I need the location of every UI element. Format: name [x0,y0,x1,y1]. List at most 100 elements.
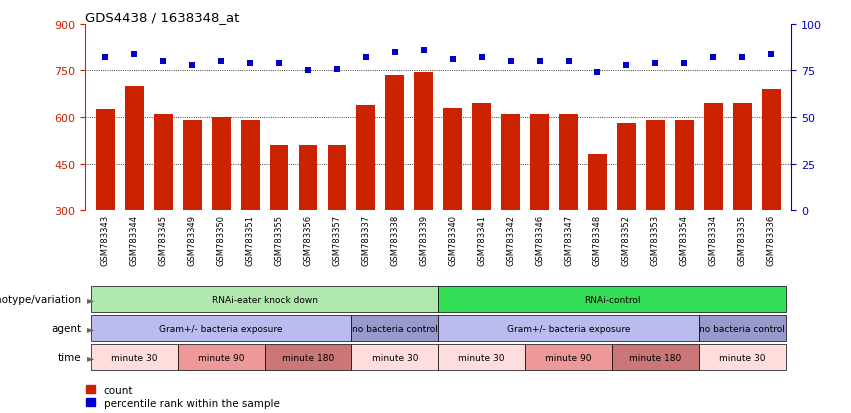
Point [330,66,344,73]
Bar [96,110,115,304]
Text: GSM783343: GSM783343 [101,214,110,265]
Text: minute 180: minute 180 [282,353,334,362]
Text: Gram+/- bacteria exposure: Gram+/- bacteria exposure [507,324,631,333]
Bar [357,105,375,304]
Bar [733,104,751,304]
Bar [386,76,404,304]
Text: minute 90: minute 90 [545,353,591,362]
Text: GSM783357: GSM783357 [333,214,341,265]
Bar [704,104,722,304]
Text: GSM783341: GSM783341 [477,214,486,265]
Text: ►: ► [87,323,94,333]
Text: genotype/variation: genotype/variation [0,294,82,304]
Text: minute 30: minute 30 [459,353,505,362]
Text: RNAi-control: RNAi-control [584,295,640,304]
Point [706,55,720,62]
Text: GSM783353: GSM783353 [651,214,660,265]
Text: GSM783348: GSM783348 [593,214,602,265]
Text: GSM783349: GSM783349 [188,214,197,265]
Text: GSM783347: GSM783347 [564,214,573,265]
Text: GSM783355: GSM783355 [275,214,283,265]
Bar [265,344,351,370]
Bar [501,114,520,304]
Legend: count, percentile rank within the sample: count, percentile rank within the sample [86,385,280,408]
Point [388,50,402,56]
Text: GSM783340: GSM783340 [448,214,457,265]
Text: no bacteria control: no bacteria control [700,324,785,333]
Text: no bacteria control: no bacteria control [352,324,437,333]
Point [533,59,546,65]
Text: GSM783350: GSM783350 [217,214,226,265]
Bar [525,344,612,370]
Point [735,55,749,62]
Point [359,55,373,62]
Point [620,62,633,69]
Text: Gram+/- bacteria exposure: Gram+/- bacteria exposure [159,324,283,333]
Bar [91,315,351,342]
Bar [472,104,491,304]
Bar [299,146,317,304]
Bar [612,344,699,370]
Bar [617,124,636,304]
Bar [588,155,607,304]
Point [186,62,199,69]
Bar [438,344,525,370]
Text: GSM783342: GSM783342 [506,214,515,265]
Text: ►: ► [87,294,94,304]
Bar [438,286,785,313]
Text: GSM783356: GSM783356 [304,214,312,265]
Text: GSM783335: GSM783335 [738,214,746,265]
Text: GSM783354: GSM783354 [680,214,688,265]
Point [446,57,460,64]
Text: ►: ► [87,352,94,362]
Text: GSM783334: GSM783334 [709,214,717,265]
Point [301,68,315,75]
Point [504,59,517,65]
Bar [438,315,699,342]
Point [475,55,488,62]
Point [157,59,170,65]
Point [417,47,431,54]
Bar [241,121,260,304]
Point [272,61,286,67]
Point [591,70,604,76]
Bar [212,118,231,304]
Text: GSM783339: GSM783339 [420,214,428,265]
Text: GSM783338: GSM783338 [391,214,399,266]
Text: time: time [58,352,82,362]
Point [214,59,228,65]
Bar [154,114,173,304]
Text: GSM783336: GSM783336 [767,214,775,266]
Point [243,61,257,67]
Text: minute 90: minute 90 [198,353,244,362]
Bar [183,121,202,304]
Text: GSM783344: GSM783344 [130,214,139,265]
Bar [443,109,462,304]
Point [677,61,691,67]
Bar [530,114,549,304]
Text: GSM783351: GSM783351 [246,214,254,265]
Bar [91,286,438,313]
Bar [699,315,785,342]
Bar [351,315,438,342]
Point [764,51,778,58]
Text: minute 180: minute 180 [629,353,682,362]
Bar [125,87,144,304]
Point [562,59,575,65]
Point [128,51,141,58]
Text: GSM783352: GSM783352 [622,214,631,265]
Text: minute 30: minute 30 [372,353,418,362]
Text: GSM783345: GSM783345 [159,214,168,265]
Bar [91,344,178,370]
Text: RNAi-eater knock down: RNAi-eater knock down [212,295,317,304]
Text: minute 30: minute 30 [719,353,765,362]
Point [648,61,662,67]
Bar [646,121,665,304]
Text: GDS4438 / 1638348_at: GDS4438 / 1638348_at [85,11,239,24]
Text: minute 30: minute 30 [111,353,157,362]
Bar [675,121,694,304]
Text: GSM783337: GSM783337 [362,214,370,266]
Bar [762,90,780,304]
Bar [559,114,578,304]
Bar [699,344,785,370]
